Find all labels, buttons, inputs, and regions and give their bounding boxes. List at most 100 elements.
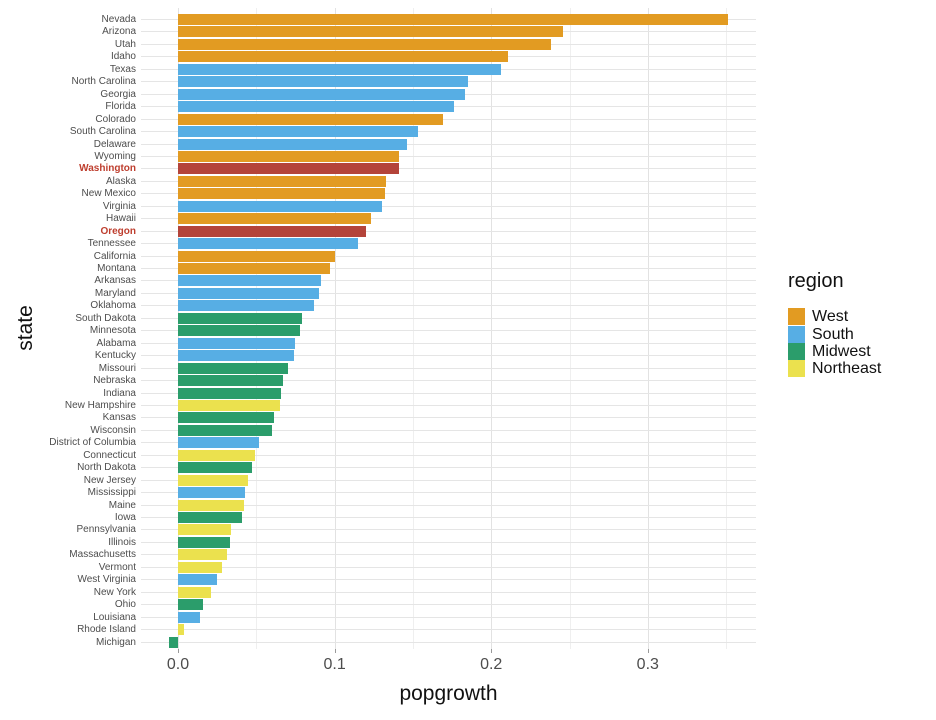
legend-item-label: Northeast — [812, 360, 882, 378]
bar — [178, 138, 407, 150]
h-gridline — [141, 380, 756, 382]
h-gridline — [141, 330, 756, 332]
x-tick-label: 0.0 — [166, 656, 190, 673]
bar — [178, 337, 296, 349]
v-gridline-minor — [726, 8, 728, 649]
y-axis-label: Arizona — [102, 26, 136, 38]
bar — [178, 424, 272, 436]
h-gridline — [141, 305, 756, 307]
bar — [178, 350, 294, 362]
y-axis-label: New Jersey — [83, 474, 136, 486]
h-gridline — [141, 554, 756, 556]
y-axis-label: Montana — [97, 263, 136, 274]
x-tick-mark — [647, 649, 649, 653]
y-axis-label: Nevada — [101, 14, 136, 25]
bar — [178, 263, 330, 274]
bar — [178, 63, 501, 75]
h-gridline — [141, 616, 756, 618]
y-axis-label: District of Columbia — [49, 437, 136, 449]
bar — [178, 599, 204, 611]
h-gridline — [141, 218, 756, 220]
y-axis-label: Washington — [79, 163, 136, 175]
bar — [178, 561, 222, 573]
bar — [178, 387, 282, 399]
v-gridline-major — [491, 8, 493, 649]
h-gridline — [141, 317, 756, 319]
legend-item: Northeast — [788, 360, 882, 378]
y-axis-label: Michigan — [95, 636, 136, 648]
bar — [178, 586, 211, 598]
h-gridline — [141, 454, 756, 456]
bar — [178, 175, 387, 187]
legend-item: South — [788, 325, 881, 343]
h-gridline — [141, 243, 756, 245]
y-axis-label: California — [93, 250, 136, 262]
bar — [178, 499, 244, 511]
y-axis-label: Minnesota — [89, 325, 136, 337]
bar — [178, 126, 418, 138]
h-gridline — [141, 541, 756, 543]
y-axis-label: New Hampshire — [64, 399, 136, 411]
y-axis-label: South Dakota — [75, 312, 136, 324]
y-axis-label: Ohio — [114, 599, 136, 611]
x-tick-mark — [178, 649, 179, 653]
h-gridline — [141, 280, 756, 282]
h-gridline — [141, 429, 756, 431]
y-axis-label: Maryland — [94, 287, 136, 299]
h-gridline — [141, 255, 756, 257]
bar — [178, 487, 246, 499]
bar — [178, 312, 302, 324]
h-gridline — [141, 504, 756, 506]
bar — [178, 462, 252, 474]
h-gridline — [141, 417, 756, 419]
legend-key-swatch — [788, 308, 805, 326]
bar — [178, 88, 465, 100]
bar — [178, 362, 288, 374]
y-axis-label: Oregon — [100, 225, 136, 237]
y-axis-label: Colorado — [95, 113, 136, 125]
y-axis-label: Alaska — [105, 175, 136, 187]
legend-key-swatch — [788, 360, 805, 378]
bar — [178, 200, 382, 212]
bar — [178, 26, 564, 38]
h-gridline — [141, 492, 756, 494]
h-gridline — [141, 404, 756, 406]
bar — [168, 636, 178, 648]
h-gridline — [141, 230, 756, 232]
bar — [178, 512, 243, 523]
plot-panel — [141, 8, 756, 649]
y-axis-label: Hawaii — [105, 213, 136, 225]
bar — [178, 150, 399, 162]
x-tick-mark — [491, 649, 493, 653]
h-gridline — [141, 342, 756, 344]
y-axis-label: New York — [93, 586, 136, 598]
bar — [178, 437, 260, 449]
y-axis-label: Maine — [108, 499, 136, 511]
y-axis-label: Massachusetts — [69, 549, 136, 561]
bar — [178, 163, 399, 175]
y-axis-labels: Nevada Arizona Utah Idaho Texas North Carolin… — [0, 0, 136, 720]
bar — [178, 275, 321, 287]
bar — [178, 113, 443, 125]
bar — [178, 188, 385, 200]
v-gridline-minor — [569, 8, 571, 649]
y-axis-label: Pennsylvania — [76, 524, 136, 536]
y-axis-label: Idaho — [110, 51, 136, 63]
h-gridline — [141, 392, 756, 394]
h-gridline — [141, 467, 756, 469]
bar — [178, 536, 230, 548]
y-axis-label: Vermont — [98, 561, 136, 573]
y-axis-label: Nebraska — [93, 375, 136, 387]
y-axis-label: South Carolina — [69, 126, 136, 138]
y-axis-label: Iowa — [114, 512, 136, 523]
x-tick-label: 0.1 — [323, 656, 346, 673]
v-gridline-minor — [412, 8, 414, 649]
h-gridline — [141, 629, 756, 631]
h-gridline — [141, 131, 756, 133]
bar — [178, 101, 454, 113]
bar — [178, 238, 359, 250]
bar — [178, 524, 232, 536]
y-axis-label: Missouri — [98, 362, 136, 374]
legend-item: Midwest — [788, 342, 881, 360]
